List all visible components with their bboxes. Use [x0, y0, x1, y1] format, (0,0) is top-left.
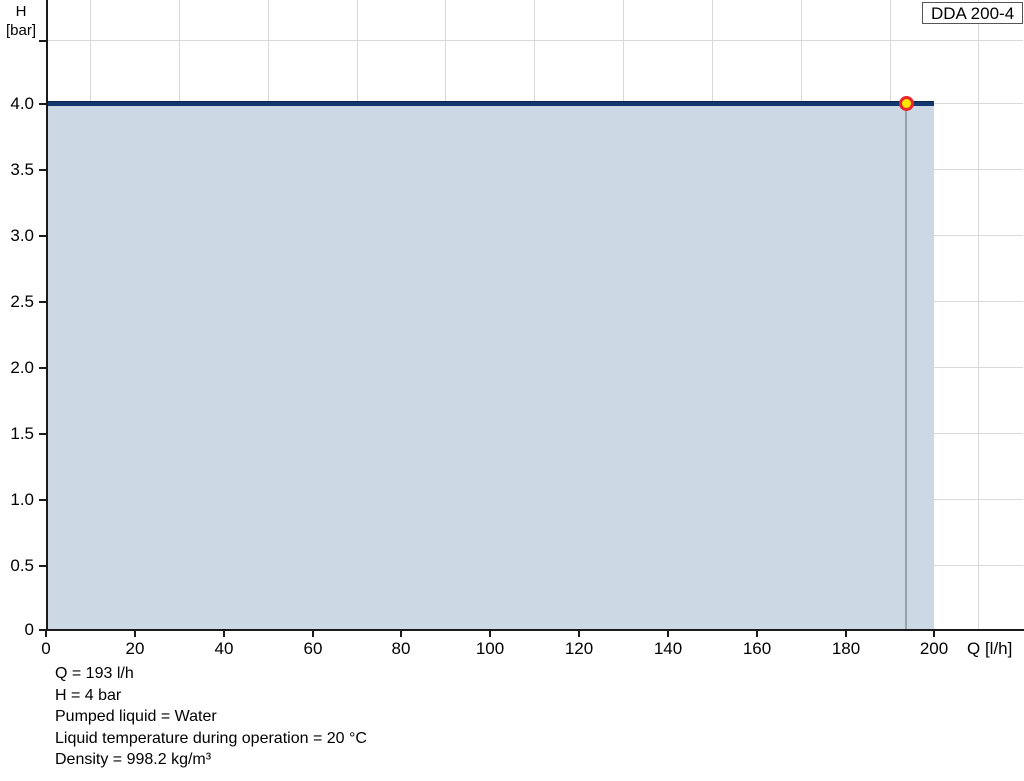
x-axis-tick-label: 80	[391, 639, 411, 658]
info-line-liquid: Pumped liquid = Water	[55, 708, 217, 726]
y-axis-tick	[39, 40, 47, 42]
x-axis-tick-label: 120	[564, 639, 594, 658]
y-axis-tick	[39, 433, 47, 435]
y-axis-tick-label: 0.5	[10, 556, 34, 575]
x-axis-tick	[933, 629, 935, 637]
y-axis-tick	[39, 103, 47, 105]
x-axis-tick	[845, 629, 847, 637]
y-axis-tick	[39, 301, 47, 303]
info-line-temperature: Liquid temperature during operation = 20…	[55, 729, 367, 747]
y-axis-tick	[39, 367, 47, 369]
x-axis-tick	[489, 629, 491, 637]
x-axis-tick-label: 160	[742, 639, 772, 658]
y-axis-tick-label: 2.0	[10, 358, 34, 377]
y-axis-title-unit: [bar]	[5, 22, 36, 39]
curve-area-fill	[46, 105, 934, 630]
x-axis-tick-label: 100	[475, 639, 505, 658]
y-axis-tick-label: 1.5	[10, 424, 34, 443]
x-axis-tick	[400, 629, 402, 637]
x-axis-tick	[45, 629, 47, 637]
x-axis-tick-label: 140	[653, 639, 683, 658]
x-axis-tick-label: 180	[831, 639, 861, 658]
x-axis-tick	[134, 629, 136, 637]
y-axis-tick	[39, 565, 47, 567]
x-axis-tick-label: 20	[125, 639, 145, 658]
info-line-density: Density = 998.2 kg/m³	[55, 751, 212, 769]
x-axis-tick-label: 60	[303, 639, 323, 658]
x-axis-tick	[223, 629, 225, 637]
plot-area	[46, 0, 1023, 630]
y-axis-tick-label: 1.0	[10, 490, 34, 509]
x-axis-tick-label: 0	[41, 639, 51, 658]
y-axis-tick	[39, 629, 47, 631]
duty-point-marker[interactable]	[899, 96, 914, 111]
x-axis-tick	[312, 629, 314, 637]
x-axis-tick	[667, 629, 669, 637]
x-axis-title: Q [l/h]	[967, 639, 1013, 658]
y-axis-tick-label: 3.0	[10, 226, 34, 245]
y-axis-line	[46, 0, 48, 631]
y-axis-tick	[39, 499, 47, 501]
y-axis-title: H [bar]	[0, 2, 42, 40]
x-axis-tick-label: 40	[214, 639, 234, 658]
duty-point-dropline	[905, 105, 907, 630]
performance-curve	[46, 101, 934, 106]
gridline-vertical	[978, 0, 979, 630]
x-axis-tick-label: 200	[919, 639, 949, 658]
info-line-head: H = 4 bar	[55, 686, 122, 704]
info-line-flow: Q = 193 l/h	[55, 665, 134, 682]
y-axis-tick-label: 4.0	[10, 94, 34, 113]
x-axis-tick	[756, 629, 758, 637]
pump-model-label: DDA 200-4	[922, 2, 1024, 24]
y-axis-tick-label: 2.5	[10, 292, 34, 311]
y-axis-title-symbol: H	[15, 3, 27, 20]
y-axis-tick	[39, 235, 47, 237]
y-axis-tick-label: 0	[24, 620, 34, 639]
x-axis-tick	[578, 629, 580, 637]
operating-conditions-block: Q = 193 l/h H = 4 bar Pumped liquid = Wa…	[55, 663, 367, 771]
y-axis-tick-label: 3.5	[10, 160, 34, 179]
x-axis-line	[46, 629, 1024, 631]
y-axis-tick	[39, 169, 47, 171]
